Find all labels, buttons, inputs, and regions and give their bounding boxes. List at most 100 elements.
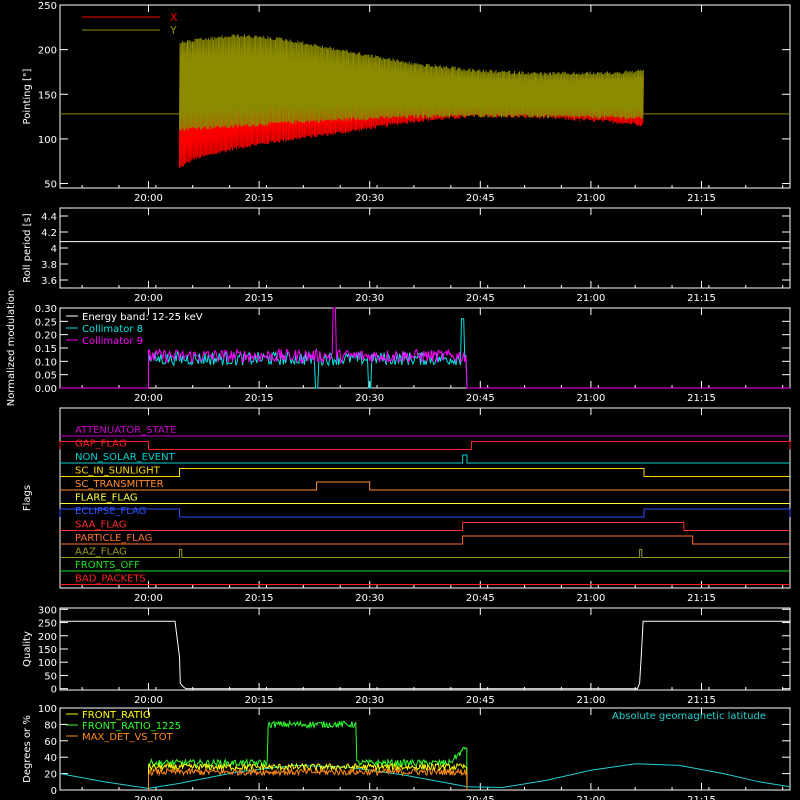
flag-label-attenuator_state: ATTENUATOR_STATE	[75, 425, 176, 436]
panel-4-xtick-label: 21:15	[687, 695, 716, 706]
flag-label-flare_flag: FLARE_FLAG	[75, 493, 138, 504]
panel-1-xtick-label: 20:00	[134, 293, 163, 304]
modulation-series-1	[147, 307, 790, 389]
panel-0-xtick-label: 21:15	[687, 193, 716, 204]
panel-5-frame	[59, 707, 791, 791]
flag-label-gap_flag: GAP_FLAG	[75, 439, 127, 450]
panel-4-frame	[59, 607, 791, 691]
panel-5-xtick-label: 20:00	[134, 795, 163, 800]
flag-line-aaz_flag	[60, 549, 790, 558]
panel-2-xtick-label: 20:00	[134, 393, 163, 404]
panel-5-ytick-label: 40	[44, 753, 57, 764]
flag-line-eclipse_flag	[59, 508, 791, 518]
flag-line-sc_transmitter	[60, 481, 790, 491]
panel-5-ytick-label: 100	[38, 704, 57, 715]
panel-5-ytick-label: 0	[51, 786, 57, 797]
legend-energy-band: Energy band: 12-25 keV	[82, 312, 203, 323]
panel-1-xtick-label: 20:30	[355, 293, 384, 304]
panel-5-xtick-label: 21:00	[576, 795, 605, 800]
flag-line-particle_flag	[60, 535, 790, 545]
flag-label-non_solar_event: NON_SOLAR_EVENT	[75, 452, 176, 463]
flag-label-bad_packets: BAD_PACKETS	[75, 574, 146, 585]
panel-5-ylabel: Degrees or %	[22, 715, 33, 783]
panel-2-ytick-label: 0.05	[35, 371, 57, 382]
panel-2-ytick-label: 0.30	[35, 304, 57, 315]
panel-3-xtick-label: 21:00	[576, 593, 605, 604]
panel-3-xtick-label: 20:45	[466, 593, 495, 604]
panel-5-xtick-label: 20:15	[245, 795, 274, 800]
panel-2-ytick-label: 0.20	[35, 331, 57, 342]
ratio-series-1	[147, 719, 468, 791]
panel-4-ytick-label: 150	[38, 645, 57, 656]
flag-label-eclipse_flag: ECLIPSE_FLAG	[75, 506, 146, 517]
panel-2-ytick-label: 0.25	[35, 317, 57, 328]
legend-label-Y: Y	[169, 24, 177, 37]
legend-label-X: X	[170, 11, 178, 24]
ratio-series-0	[147, 761, 468, 791]
flag-line-non_solar_event	[60, 454, 790, 464]
panel-4-xtick-label: 20:45	[466, 695, 495, 706]
panel-2-ylabel: Normalized modulation	[6, 290, 17, 407]
panel-1-ytick-label: 3.8	[41, 260, 57, 271]
panel-0-frame	[59, 4, 791, 189]
panel-1-xtick-label: 21:15	[687, 293, 716, 304]
flag-label-sc_in_sunlight: SC_IN_SUNLIGHT	[75, 466, 161, 477]
panel-3-xtick-label: 20:15	[245, 593, 274, 604]
panel-0-xtick-label: 21:00	[576, 193, 605, 204]
panel-0-ylabel: Pointing ["]	[22, 68, 33, 124]
panel-1-frame	[59, 207, 791, 289]
panel-0-ytick-label: 200	[38, 46, 57, 57]
panel-5-xtick-label: 21:15	[687, 795, 716, 800]
panel-0-ytick-label: 100	[38, 135, 57, 146]
panel-5-ytick-label: 60	[44, 737, 57, 748]
panel-5-ytick-label: 20	[44, 770, 57, 781]
panel-3-xtick-label: 20:30	[355, 593, 384, 604]
panel-0-ytick-label: 250	[38, 1, 57, 12]
quality-line	[60, 620, 790, 690]
panel-1-ytick-label: 4.4	[41, 212, 57, 223]
panel-0-xtick-label: 20:00	[134, 193, 163, 204]
legend-collimator-0: Collimator 8	[82, 324, 143, 335]
panel-4-ytick-label: 50	[44, 671, 57, 682]
panel-5-xtick-label: 20:45	[466, 795, 495, 800]
flag-line-sc_in_sunlight	[60, 468, 790, 477]
panel-0-xtick-label: 20:30	[355, 193, 384, 204]
panel-0-ytick-label: 50	[44, 180, 57, 191]
panel-1-xtick-label: 21:00	[576, 293, 605, 304]
panel-2-xtick-label: 21:00	[576, 393, 605, 404]
panel-4-ytick-label: 200	[38, 632, 57, 643]
geomag-annotation: Absolute geomagnetic latitude	[612, 711, 766, 722]
panel-1-ytick-label: 4	[51, 244, 57, 255]
panel-4-xtick-label: 20:30	[355, 695, 384, 706]
panel-2-ytick-label: 0.15	[35, 344, 57, 355]
flag-label-aaz_flag: AAZ_FLAG	[75, 547, 127, 558]
panel-4-ylabel: Quality	[22, 631, 33, 667]
flag-line-gap_flag	[59, 441, 791, 450]
panel-4-xtick-label: 20:00	[134, 695, 163, 706]
flag-line-saa_flag	[60, 522, 790, 531]
panel-4-ytick-label: 100	[38, 658, 57, 669]
panel-0-xtick-label: 20:45	[466, 193, 495, 204]
panel-1-ylabel: Roll period [s]	[22, 213, 33, 282]
panel-3-frame	[59, 407, 791, 589]
panel-1-xtick-label: 20:15	[245, 293, 274, 304]
panel-5-ytick-label: 80	[44, 720, 57, 731]
ratio-series-2	[147, 766, 468, 791]
flag-label-fronts_off: FRONTS_OFF	[75, 560, 140, 571]
panel-1-ytick-label: 4.2	[41, 228, 57, 239]
panel-4-ytick-label: 250	[38, 619, 57, 630]
panel-3-xtick-label: 20:00	[134, 593, 163, 604]
geomag-latitude-curve	[59, 763, 791, 789]
panel-0-ytick-label: 150	[38, 90, 57, 101]
flag-label-saa_flag: SAA_FLAG	[75, 520, 126, 531]
panel-1-xtick-label: 20:45	[466, 293, 495, 304]
panel-2-xtick-label: 20:30	[355, 393, 384, 404]
legend-ratio-0: FRONT_RATIO	[82, 710, 151, 721]
panel-2-ytick-label: 0.00	[35, 384, 57, 395]
panel-2-xtick-label: 20:45	[466, 393, 495, 404]
flag-label-particle_flag: PARTICLE_FLAG	[75, 533, 152, 544]
flag-label-sc_transmitter: SC_TRANSMITTER	[75, 479, 164, 490]
panel-0-xtick-label: 20:15	[245, 193, 274, 204]
legend-ratio-1: FRONT_RATIO_1225	[82, 721, 181, 732]
